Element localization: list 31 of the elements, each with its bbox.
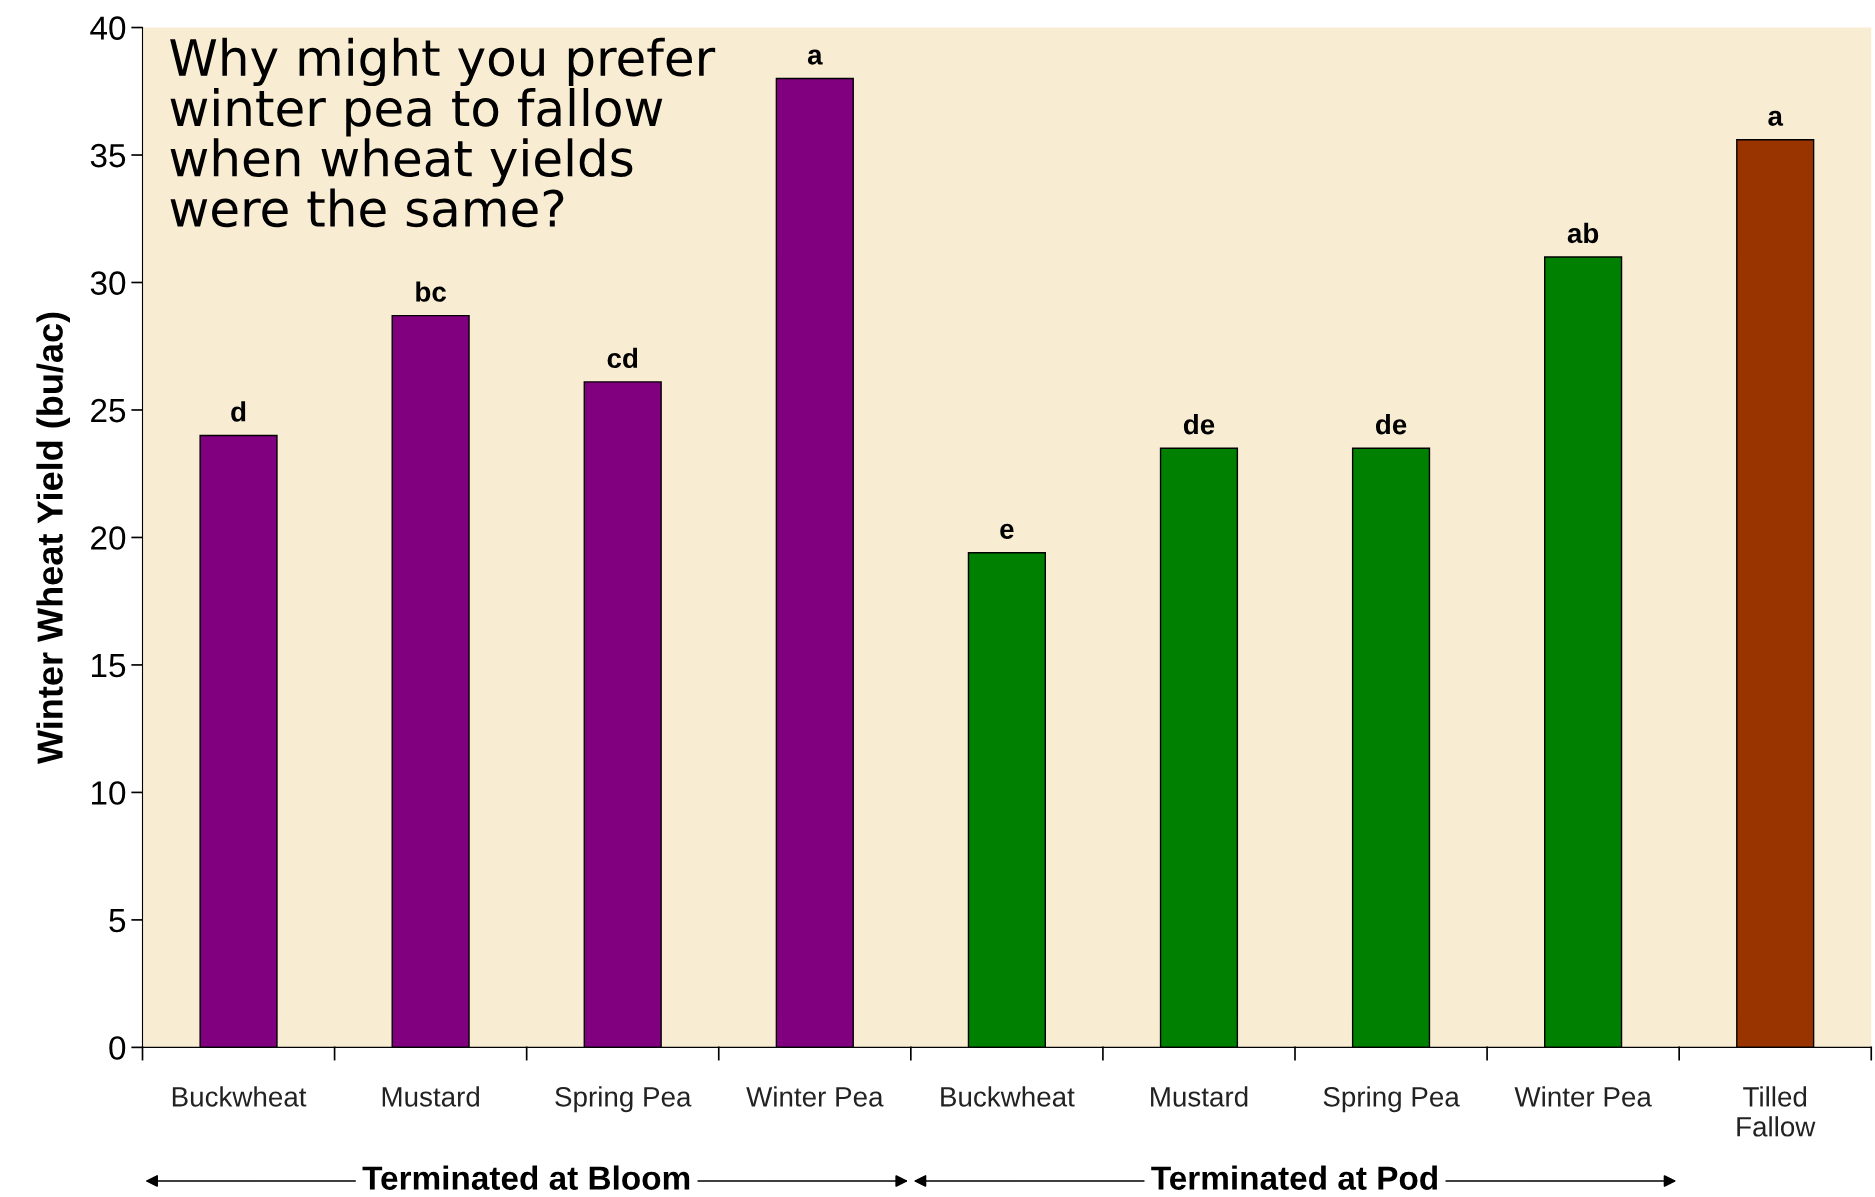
x-tick-label: Spring Pea <box>1323 1086 1460 1113</box>
x-tick-label: Buckwheat <box>172 1086 307 1107</box>
y-tick-label: 5 <box>109 909 126 933</box>
annotation: Why might you prefer winter pea to fallow when wheat yields were the same? <box>170 37 716 228</box>
text: Terminated at Pod <box>1151 1165 1437 1190</box>
x-tick-label: Mustard <box>1151 1086 1248 1107</box>
x-tick-label: Winter Pea <box>746 1086 884 1107</box>
y-tick-label: 10 <box>92 781 126 805</box>
text: Terminated at Bloom <box>362 1165 690 1190</box>
data-label: ab <box>1567 222 1599 244</box>
y-tick-label: 0 <box>109 1036 126 1060</box>
data-label: a <box>807 49 823 65</box>
y-tick-label: 15 <box>92 654 126 678</box>
x-tick-label: Tilled Fallow <box>1737 1086 1816 1137</box>
y-tick-label: 30 <box>90 271 126 295</box>
y-axis-title: Winter Wheat Yield (bu/ac) <box>36 312 71 764</box>
x-tick-label: Mustard <box>382 1086 480 1107</box>
data-label: de <box>1183 413 1215 435</box>
y-tick-label: 20 <box>91 526 126 550</box>
data-label: e <box>1000 523 1014 539</box>
data-label: bc <box>416 281 447 302</box>
x-tick-label: Spring Pea <box>555 1086 692 1113</box>
data-label: a <box>1768 110 1784 126</box>
data-label: cd <box>607 347 638 369</box>
x-tick-label: Buckwheat <box>941 1086 1075 1107</box>
x-tick-label: Winter Pea <box>1514 1086 1652 1107</box>
data-label: d <box>231 401 246 422</box>
y-tick-label: 40 <box>90 16 126 40</box>
y-tick-label: 25 <box>91 398 126 423</box>
data-label: de <box>1375 413 1407 435</box>
y-tick-label: 35 <box>90 143 126 168</box>
